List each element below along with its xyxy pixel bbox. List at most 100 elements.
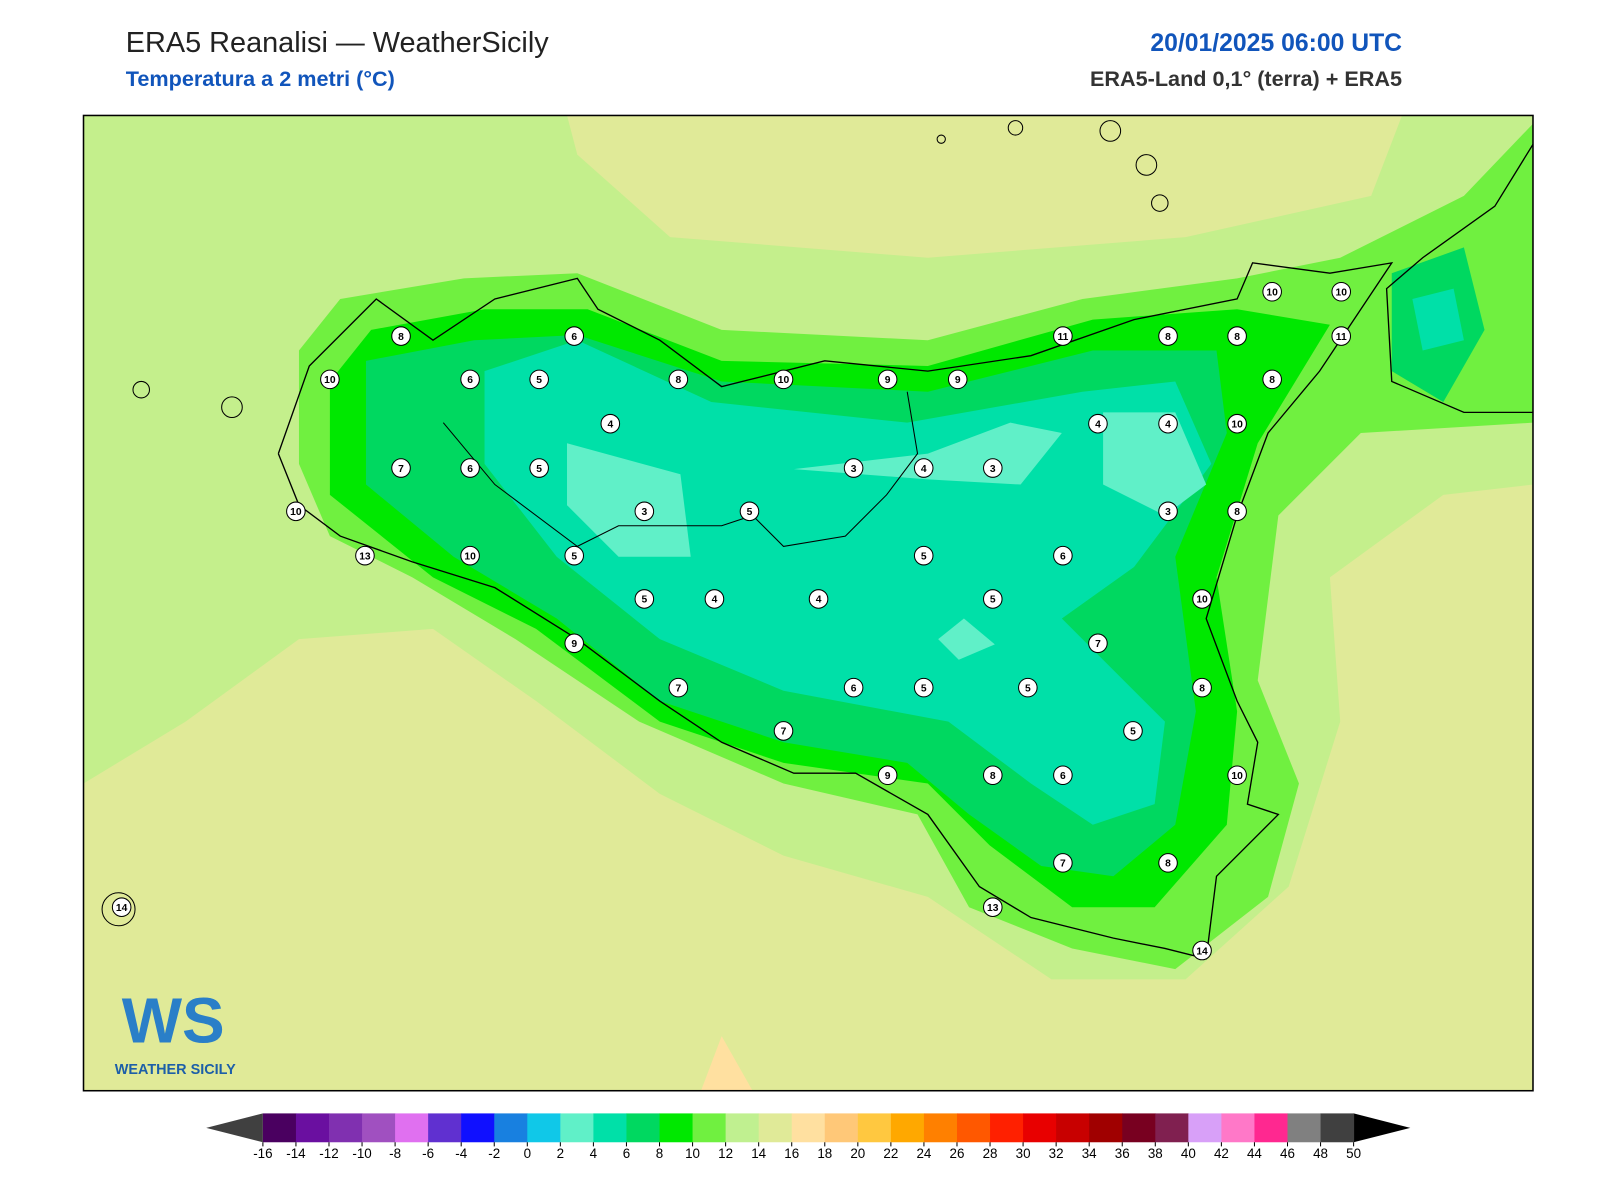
- station-value: 8: [398, 332, 404, 343]
- station-value: 8: [1234, 507, 1240, 518]
- station-marker: [1158, 501, 1178, 522]
- station-value: 10: [1231, 419, 1243, 430]
- station-marker: [1053, 545, 1073, 566]
- colorbar-tick-label: 4: [590, 1146, 598, 1161]
- colorbar-segment: [395, 1113, 429, 1143]
- station-marker: [1227, 326, 1247, 346]
- colorbar-segment: [857, 1113, 892, 1143]
- island: [1135, 154, 1158, 176]
- colorbar-segment: [295, 1113, 330, 1143]
- colorbar-tick-label: 40: [1181, 1146, 1196, 1161]
- island: [936, 134, 946, 144]
- station-marker: [564, 326, 585, 346]
- colorbar-segment: [923, 1113, 958, 1143]
- station-marker: [982, 765, 1003, 786]
- colorbar-segment: [1089, 1113, 1123, 1143]
- station-marker: [1227, 413, 1247, 434]
- station-value: 6: [571, 332, 577, 343]
- station-marker: [1227, 501, 1247, 522]
- station-value: 4: [921, 464, 927, 475]
- colorbar-tick-label: 26: [950, 1146, 965, 1161]
- colorbar-tick-label: 0: [524, 1146, 531, 1161]
- station-value: 8: [990, 771, 996, 782]
- contour: [567, 115, 1403, 258]
- station-marker: [1331, 281, 1352, 302]
- station-marker: [1331, 326, 1352, 346]
- coastline: [277, 261, 1394, 960]
- colorbar-segment: [692, 1113, 727, 1143]
- station-value: 5: [921, 683, 927, 694]
- station-value: 5: [536, 375, 542, 386]
- station-value: 3: [641, 507, 647, 518]
- colorbar-tick-label: -14: [286, 1146, 306, 1161]
- stations: 8 6 10 10 11 8 8 11 10 6 5 8 10 9 9 8 4 4 4 10 7 6 5 3 4 3 10 3 5 3 8 1…: [111, 281, 1352, 961]
- station-value: 7: [1060, 859, 1066, 870]
- station-value: 10: [324, 375, 336, 386]
- station-value: 7: [781, 727, 787, 738]
- station-marker: [843, 677, 864, 698]
- colorbar-tick-label: 32: [1049, 1146, 1064, 1161]
- colorbar-segment: [593, 1113, 627, 1143]
- station-value: 10: [1266, 288, 1278, 299]
- colorbar-tick-label: 50: [1346, 1146, 1361, 1161]
- colorbar-tick-label: 36: [1115, 1146, 1130, 1161]
- station-value: 5: [747, 507, 753, 518]
- island: [1099, 120, 1122, 142]
- colorbar-segment: [659, 1113, 694, 1143]
- colorbar-segment: [990, 1113, 1024, 1143]
- station-marker: [877, 765, 898, 786]
- station-marker: [111, 897, 132, 918]
- contour: [938, 618, 995, 660]
- station-value: 6: [851, 683, 857, 694]
- colorbar-tick-label: 12: [718, 1146, 733, 1161]
- station-value: 14: [116, 903, 128, 914]
- colorbar-tick-label: 22: [883, 1146, 898, 1161]
- colorbar-segment: [1023, 1113, 1057, 1143]
- station-marker: [460, 369, 480, 390]
- station-value: 6: [1060, 771, 1066, 782]
- colorbar-segment: [1056, 1113, 1090, 1143]
- station-marker: [1262, 281, 1282, 302]
- colorbar-segment: [328, 1113, 363, 1143]
- colorbar-segment: [527, 1113, 561, 1143]
- station-marker: [355, 545, 375, 566]
- map: 8 6 10 10 11 8 8 11 10 6 5 8 10 9 9 8 4 4 4 10 7 6 5 3 4 3 10 3 5 3 8 1…: [82, 114, 1534, 1092]
- island: [101, 892, 136, 927]
- colorbar-under: [206, 1113, 263, 1143]
- contour: [1412, 288, 1464, 351]
- colorbar-segment: [1320, 1113, 1355, 1143]
- station-value: 8: [1199, 683, 1205, 694]
- colorbar-segment: [725, 1113, 760, 1143]
- source: ERA5-Land 0,1° (terra) + ERA5: [1090, 66, 1402, 91]
- station-marker: [460, 458, 480, 478]
- colorbar-segment: [791, 1113, 826, 1143]
- colorbar-tick-label: 18: [817, 1146, 832, 1161]
- colorbar-segment: [758, 1113, 793, 1143]
- colorbar-tick-label: 46: [1280, 1146, 1295, 1161]
- colorbar-segment: [1221, 1113, 1255, 1143]
- station-marker: [913, 458, 934, 478]
- contour: [1103, 412, 1207, 516]
- station-marker: [1053, 765, 1073, 786]
- station-value: 11: [1336, 332, 1347, 343]
- station-value: 8: [675, 375, 681, 386]
- logo-text: WEATHER SICILY: [115, 1062, 236, 1078]
- station-marker: [564, 545, 585, 566]
- colorbar-tick-label: 16: [784, 1146, 799, 1161]
- station-marker: [808, 589, 829, 609]
- colorbar-tick-label: 6: [623, 1146, 630, 1161]
- colorbar-tick-label: 44: [1247, 1146, 1262, 1161]
- island: [221, 396, 243, 419]
- station-marker: [1053, 853, 1073, 873]
- station-value: 5: [536, 464, 542, 475]
- colorbar-segment: [890, 1113, 925, 1143]
- station-value: 9: [955, 375, 961, 386]
- island: [1151, 194, 1169, 212]
- colorbar-segment: [1122, 1113, 1156, 1143]
- colorbar-tick-label: 38: [1148, 1146, 1163, 1161]
- station-marker: [1123, 721, 1143, 741]
- colorbar-tick-label: -16: [253, 1146, 272, 1161]
- colorbar-segment: [1287, 1113, 1322, 1143]
- station-value: 5: [921, 551, 927, 562]
